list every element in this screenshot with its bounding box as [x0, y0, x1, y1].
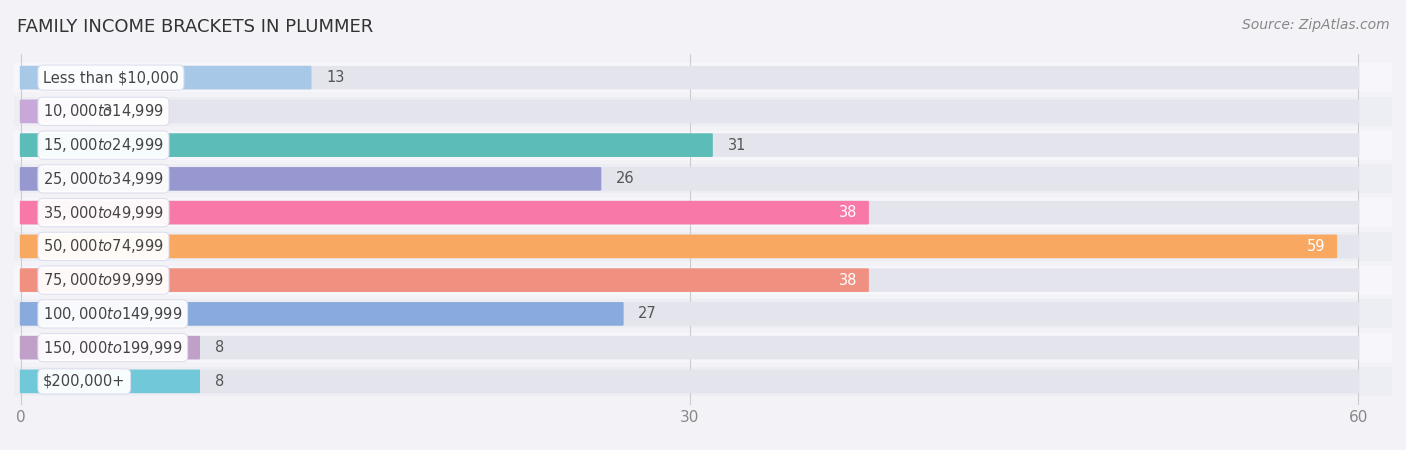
FancyBboxPatch shape [20, 336, 1360, 360]
Text: $50,000 to $74,999: $50,000 to $74,999 [44, 237, 165, 255]
FancyBboxPatch shape [20, 302, 1360, 326]
FancyBboxPatch shape [20, 66, 312, 90]
Text: $10,000 to $14,999: $10,000 to $14,999 [44, 102, 165, 120]
FancyBboxPatch shape [20, 99, 89, 123]
FancyBboxPatch shape [20, 369, 1360, 393]
Bar [0, 164, 1403, 194]
FancyBboxPatch shape [20, 99, 1360, 123]
FancyBboxPatch shape [20, 66, 1360, 90]
Bar [0, 232, 1403, 261]
Text: 8: 8 [215, 340, 224, 355]
FancyBboxPatch shape [20, 167, 1360, 191]
Bar [0, 198, 1403, 227]
FancyBboxPatch shape [20, 336, 200, 360]
Bar [0, 367, 1403, 396]
Text: Source: ZipAtlas.com: Source: ZipAtlas.com [1241, 18, 1389, 32]
Text: $75,000 to $99,999: $75,000 to $99,999 [44, 271, 165, 289]
FancyBboxPatch shape [20, 234, 1337, 258]
Text: 13: 13 [326, 70, 344, 85]
Text: $25,000 to $34,999: $25,000 to $34,999 [44, 170, 165, 188]
Text: 8: 8 [215, 374, 224, 389]
Text: 31: 31 [727, 138, 747, 153]
Bar [0, 63, 1403, 92]
FancyBboxPatch shape [20, 302, 624, 326]
FancyBboxPatch shape [20, 268, 869, 292]
FancyBboxPatch shape [20, 201, 869, 225]
Bar [0, 266, 1403, 295]
FancyBboxPatch shape [20, 133, 713, 157]
Text: $15,000 to $24,999: $15,000 to $24,999 [44, 136, 165, 154]
Text: $150,000 to $199,999: $150,000 to $199,999 [44, 338, 183, 356]
Text: $100,000 to $149,999: $100,000 to $149,999 [44, 305, 183, 323]
FancyBboxPatch shape [20, 133, 1360, 157]
Text: 38: 38 [838, 273, 856, 288]
Bar [0, 130, 1403, 160]
Text: $35,000 to $49,999: $35,000 to $49,999 [44, 203, 165, 221]
Text: Less than $10,000: Less than $10,000 [44, 70, 179, 85]
Text: 27: 27 [638, 306, 657, 321]
Text: 26: 26 [616, 171, 634, 186]
Bar [0, 333, 1403, 362]
Bar [0, 299, 1403, 328]
Text: $200,000+: $200,000+ [44, 374, 125, 389]
FancyBboxPatch shape [20, 234, 1360, 258]
Text: FAMILY INCOME BRACKETS IN PLUMMER: FAMILY INCOME BRACKETS IN PLUMMER [17, 18, 373, 36]
FancyBboxPatch shape [20, 167, 602, 191]
Text: 38: 38 [838, 205, 856, 220]
Bar [0, 97, 1403, 126]
FancyBboxPatch shape [20, 369, 200, 393]
FancyBboxPatch shape [20, 201, 1360, 225]
Text: 3: 3 [103, 104, 112, 119]
FancyBboxPatch shape [20, 268, 1360, 292]
Text: 59: 59 [1306, 239, 1324, 254]
